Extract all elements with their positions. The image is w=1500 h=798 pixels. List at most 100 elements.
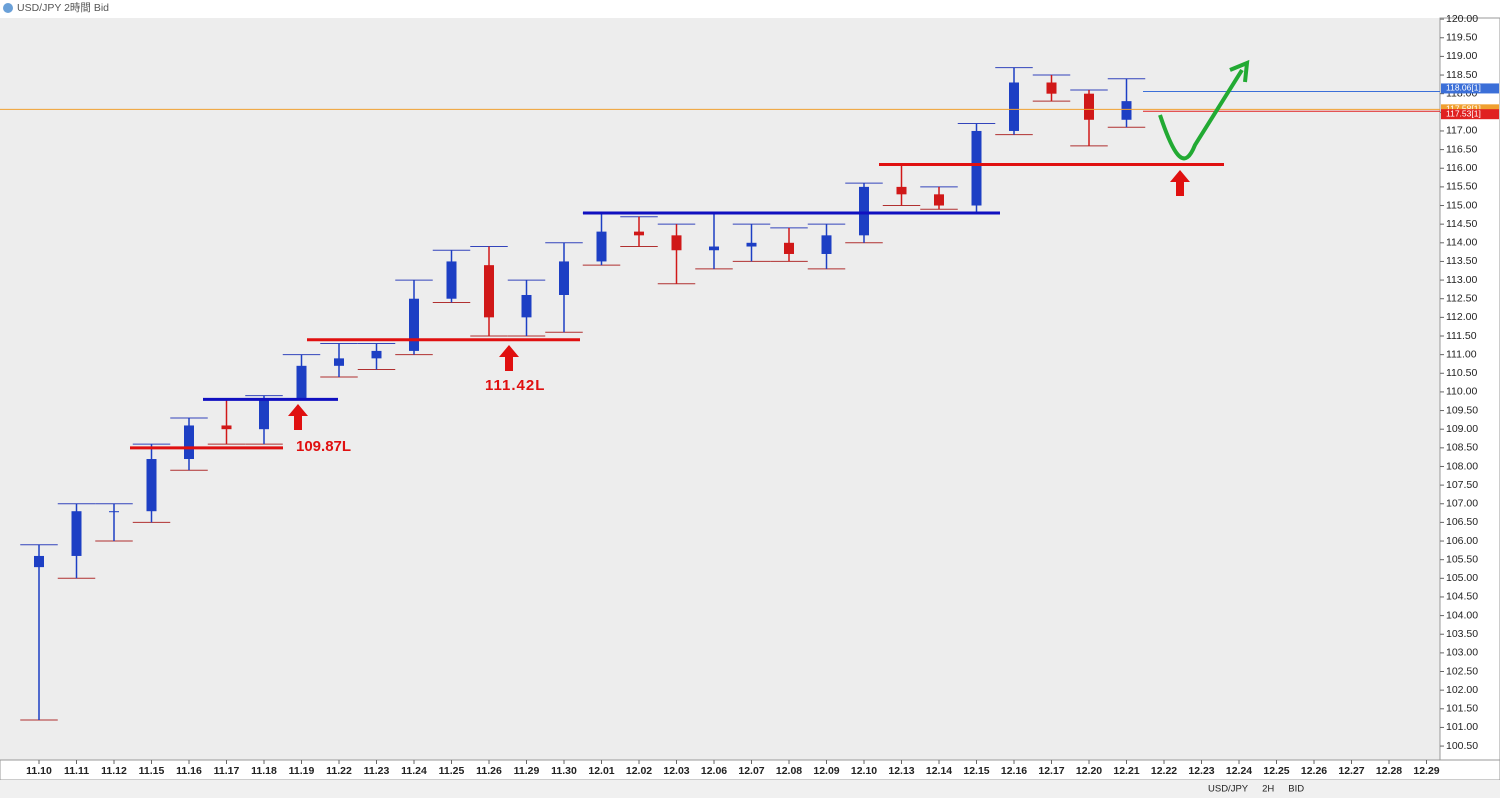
x-tick-label: 11.24 — [401, 765, 427, 777]
y-tick-label: 114.00 — [1446, 237, 1477, 249]
y-tick-label: 102.50 — [1446, 665, 1478, 677]
x-tick-label: 11.12 — [101, 765, 127, 777]
candle-body — [521, 294, 532, 318]
y-tick-label: 103.50 — [1446, 628, 1478, 640]
x-tick-label: 12.07 — [738, 765, 764, 777]
status-bar — [0, 780, 1500, 798]
candle-body — [1009, 82, 1019, 131]
y-tick-label: 106.50 — [1446, 516, 1478, 528]
y-tick-label: 105.00 — [1446, 572, 1478, 584]
candle-body — [671, 235, 682, 251]
y-tick-label: 111.00 — [1446, 348, 1477, 360]
x-tick-label: 12.23 — [1188, 765, 1214, 777]
candle-body — [146, 459, 157, 512]
title-bar — [0, 0, 1500, 18]
x-tick-label: 12.20 — [1076, 765, 1102, 777]
x-tick-label: 12.03 — [663, 765, 689, 777]
x-tick-label: 12.16 — [1001, 765, 1027, 777]
candle-body — [34, 555, 44, 568]
y-tick-label: 107.50 — [1446, 479, 1478, 491]
x-tick-label: 11.30 — [551, 765, 577, 777]
candle-body — [371, 350, 382, 359]
y-tick-label: 112.50 — [1446, 292, 1477, 304]
candle-body — [71, 511, 82, 556]
y-tick-label: 119.50 — [1446, 32, 1477, 44]
x-tick-label: 12.29 — [1413, 765, 1439, 777]
price-tag — [1441, 83, 1499, 94]
forecast-curve — [1158, 68, 1244, 161]
x-tick-label: 11.18 — [251, 765, 277, 777]
y-tick-label: 105.50 — [1446, 553, 1478, 565]
y-tick-label: 108.00 — [1446, 460, 1478, 472]
y-tick-label: 114.50 — [1446, 218, 1477, 230]
toolbar-dropdown[interactable]: BID — [1288, 784, 1304, 795]
x-tick-label: 12.06 — [701, 765, 727, 777]
x-tick-label: 11.16 — [176, 765, 202, 777]
x-tick-label: 12.08 — [776, 765, 802, 777]
candle-body — [446, 261, 457, 299]
y-tick-label: 112.00 — [1446, 311, 1477, 323]
x-tick-label: 12.02 — [626, 765, 652, 777]
toolbar-dropdown[interactable]: 2H — [1262, 784, 1274, 795]
candle-body — [821, 235, 832, 254]
candle-body — [971, 130, 982, 206]
x-tick-label: 11.11 — [64, 765, 89, 777]
y-tick-label: 106.00 — [1446, 535, 1478, 547]
candle-body — [484, 265, 494, 318]
y-tick-label: 120.00 — [1446, 13, 1478, 25]
x-tick-label: 12.21 — [1113, 765, 1139, 777]
x-tick-label: 11.25 — [439, 765, 465, 777]
forecast-arrowhead — [1229, 59, 1250, 83]
y-tick-label: 109.00 — [1446, 423, 1478, 435]
y-tick-label: 101.00 — [1446, 721, 1478, 733]
y-tick-label: 116.00 — [1446, 162, 1477, 174]
up-arrow — [1170, 170, 1190, 196]
candle-body — [934, 194, 944, 206]
y-tick-label: 109.50 — [1446, 404, 1478, 416]
x-tick-label: 11.10 — [26, 765, 52, 777]
candle-body — [746, 242, 757, 247]
y-tick-label: 108.50 — [1446, 442, 1478, 454]
plot-area — [0, 18, 1440, 760]
y-tick-label: 101.50 — [1446, 703, 1478, 715]
x-tick-label: 12.26 — [1301, 765, 1327, 777]
price-tag-label: 117.53[1] — [1446, 108, 1481, 118]
toolbar-dropdown[interactable]: USD/JPY — [1208, 784, 1249, 795]
candle-body — [596, 231, 607, 262]
candle-body — [559, 261, 569, 295]
annotation: 111.42L — [485, 377, 545, 394]
chart-title: USD/JPY 2時間 Bid — [17, 2, 109, 14]
y-tick-label: 100.50 — [1446, 740, 1478, 752]
annotation: 109.87L — [296, 438, 351, 455]
x-tick-label: 11.23 — [364, 765, 390, 777]
x-tick-label: 11.15 — [139, 765, 165, 777]
up-arrow — [288, 404, 308, 430]
x-tick-label: 11.29 — [514, 765, 540, 777]
y-tick-label: 104.50 — [1446, 591, 1478, 603]
x-tick-label: 12.13 — [888, 765, 914, 777]
price-axis — [1439, 17, 1500, 761]
y-tick-label: 113.50 — [1446, 255, 1477, 267]
candle-body — [221, 425, 232, 430]
candle-body — [109, 511, 119, 513]
x-tick-label: 12.28 — [1376, 765, 1402, 777]
x-tick-label: 11.19 — [289, 765, 315, 777]
x-tick-label: 12.15 — [963, 765, 989, 777]
x-tick-label: 11.26 — [476, 765, 502, 777]
x-tick-label: 12.09 — [813, 765, 839, 777]
candle-body — [296, 365, 307, 400]
y-tick-label: 104.00 — [1446, 609, 1478, 621]
candle-body — [1121, 101, 1132, 120]
y-tick-label: 102.00 — [1446, 684, 1478, 696]
y-tick-label: 116.50 — [1446, 143, 1477, 155]
price-tag-label: 117.58[1] — [1446, 104, 1481, 114]
y-tick-label: 110.50 — [1446, 367, 1477, 379]
candle-body — [709, 246, 719, 251]
x-tick-label: 12.24 — [1226, 765, 1252, 777]
x-tick-label: 12.17 — [1038, 765, 1064, 777]
candle-body — [184, 425, 194, 460]
candle-body — [259, 399, 269, 430]
y-tick-label: 118.50 — [1446, 69, 1477, 81]
